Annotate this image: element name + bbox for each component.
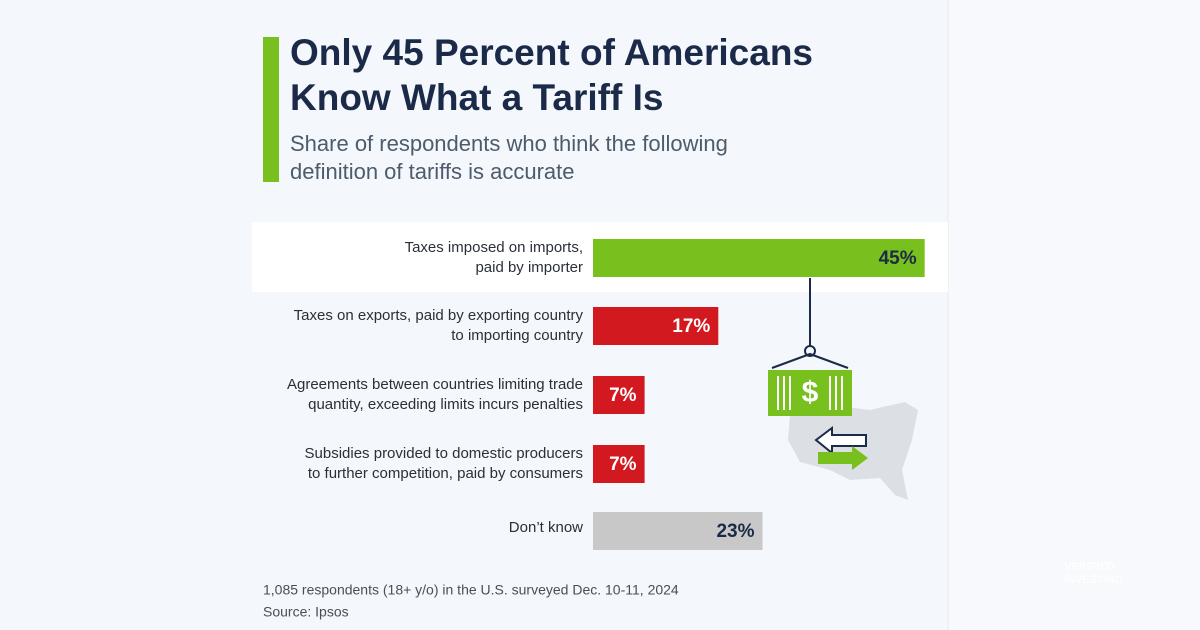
value-label: 17% bbox=[672, 316, 710, 337]
illustration: $ bbox=[768, 278, 918, 500]
watermark: VERIFIED bbox=[1064, 561, 1115, 573]
bar bbox=[593, 376, 645, 414]
dollar-icon: $ bbox=[802, 376, 819, 409]
category-label: Agreements between countries limiting tr… bbox=[287, 376, 583, 393]
chart-title: Only 45 Percent of Americans bbox=[290, 32, 813, 73]
container-ribs bbox=[777, 376, 843, 410]
arrow-left bbox=[814, 426, 867, 456]
category-label: Subsidies provided to domestic producers bbox=[305, 445, 583, 462]
category-label: Taxes imposed on imports, bbox=[405, 239, 583, 256]
category-label: to importing country bbox=[451, 327, 583, 344]
value-label: 7% bbox=[609, 454, 637, 475]
category-label: paid by importer bbox=[475, 259, 583, 276]
category-label: to further competition, paid by consumer… bbox=[308, 465, 583, 482]
category-label: Don’t know bbox=[509, 519, 583, 536]
watermark: INVESTING bbox=[1064, 574, 1123, 586]
category-label: Taxes on exports, paid by exporting coun… bbox=[294, 307, 584, 324]
value-label: 45% bbox=[879, 248, 917, 269]
chart-subtitle: Share of respondents who think the follo… bbox=[290, 131, 728, 156]
source: Source: Ipsos bbox=[263, 604, 349, 620]
bar bbox=[593, 512, 763, 550]
chart-title: Know What a Tariff Is bbox=[290, 77, 663, 118]
side-panel bbox=[948, 0, 1200, 630]
title-accent bbox=[263, 37, 279, 182]
cables bbox=[771, 352, 849, 369]
value-label: 7% bbox=[609, 385, 637, 406]
bar bbox=[593, 307, 719, 345]
category-label: quantity, exceeding limits incurs penalt… bbox=[308, 396, 583, 413]
bar bbox=[593, 445, 645, 483]
note: 1,085 respondents (18+ y/o) in the U.S. … bbox=[263, 582, 679, 598]
value-label: 23% bbox=[716, 521, 754, 542]
bar bbox=[593, 239, 925, 277]
chart-subtitle: definition of tariffs is accurate bbox=[290, 159, 575, 184]
container bbox=[768, 370, 852, 416]
arrow-right bbox=[818, 446, 868, 470]
hook bbox=[804, 345, 816, 357]
